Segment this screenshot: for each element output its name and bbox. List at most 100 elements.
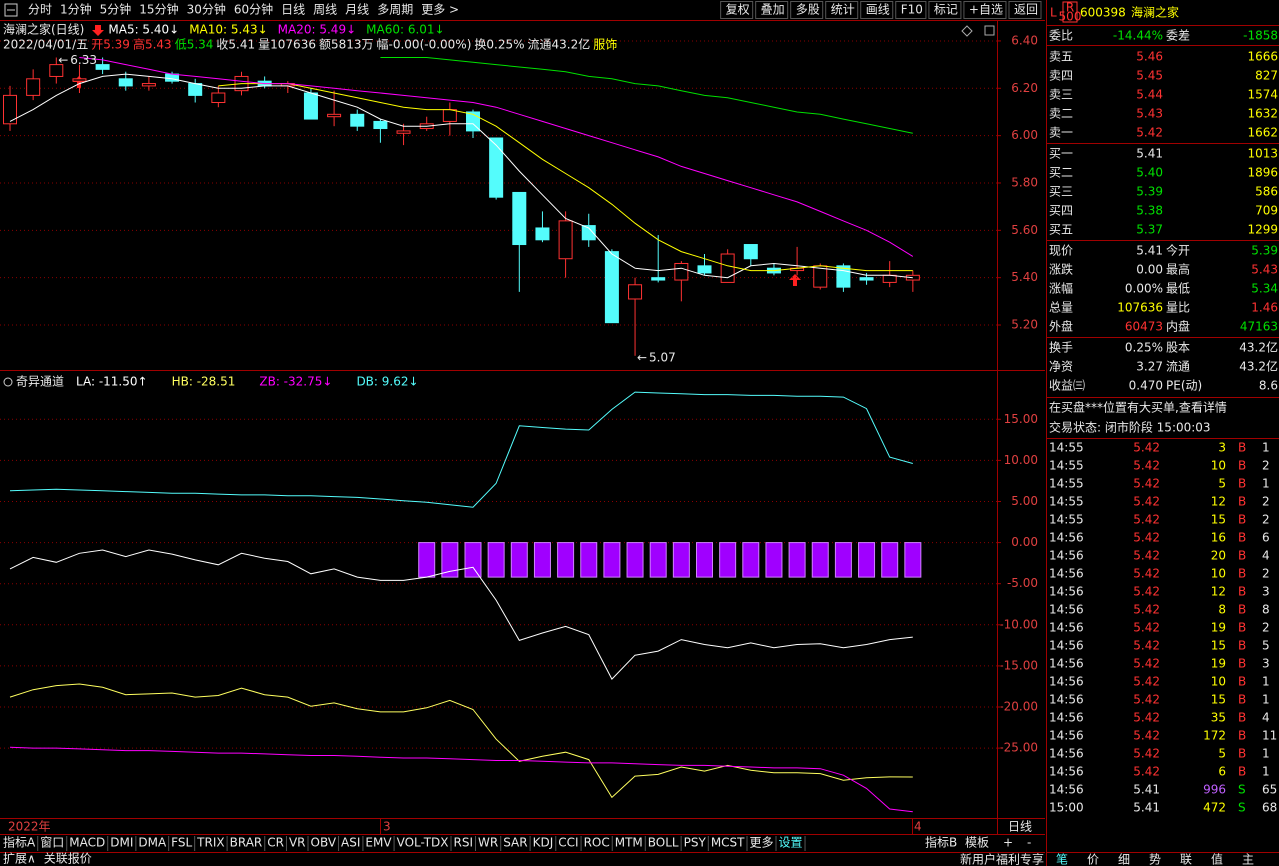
toolbar-button[interactable]: F10 bbox=[901, 3, 923, 17]
indicator-tab[interactable]: KDJ bbox=[533, 836, 554, 850]
indicator-tab[interactable]: VR bbox=[289, 836, 306, 850]
tick-count: 1 bbox=[1262, 693, 1270, 707]
indicator-b-tab[interactable]: 模板 bbox=[965, 836, 989, 850]
period-tab[interactable]: 日线 bbox=[281, 3, 305, 17]
tick-volume: 8 bbox=[1218, 603, 1226, 617]
tick-count: 3 bbox=[1262, 585, 1270, 599]
candle-body bbox=[489, 137, 504, 198]
signal-bar bbox=[672, 542, 690, 578]
signal-bar bbox=[696, 542, 713, 578]
indicator-tab[interactable]: 指标A bbox=[3, 835, 36, 850]
period-tab[interactable]: 30分钟 bbox=[187, 2, 226, 17]
book-label: 卖五 bbox=[1049, 50, 1073, 64]
indicator-tab[interactable]: MACD bbox=[69, 836, 105, 850]
x-label: 3 bbox=[383, 820, 391, 834]
period-tab[interactable]: 60分钟 bbox=[234, 2, 273, 17]
indicator-tab[interactable]: WR bbox=[478, 836, 498, 850]
indicator-b-tab[interactable]: 指标B bbox=[925, 835, 957, 850]
quote-label: 流通 bbox=[1166, 360, 1190, 374]
tick-volume: 35 bbox=[1211, 711, 1226, 725]
signal-bar bbox=[858, 542, 876, 578]
toolbar-button[interactable]: 标记 bbox=[934, 3, 958, 17]
toolbar-button[interactable]: 返回 bbox=[1014, 3, 1038, 17]
quote-label: 涨幅 bbox=[1049, 281, 1073, 296]
tick-price: 5.42 bbox=[1133, 585, 1160, 599]
panel-tab[interactable]: 主 bbox=[1242, 853, 1254, 866]
indicator-tab[interactable]: 设置 bbox=[779, 836, 803, 850]
toolbar-button[interactable]: +自选 bbox=[969, 3, 1003, 17]
candle-body bbox=[141, 83, 156, 87]
toolbar-button[interactable]: 叠加 bbox=[761, 3, 785, 17]
book-label: 买五 bbox=[1049, 223, 1073, 237]
footer-item[interactable]: 关联报价 bbox=[44, 851, 92, 866]
indicator-tab[interactable]: DMA bbox=[138, 836, 167, 850]
footer-item[interactable]: 扩展∧ bbox=[3, 852, 36, 866]
candle-body bbox=[396, 130, 411, 134]
period-tab[interactable]: 15分钟 bbox=[139, 2, 178, 17]
candle-body bbox=[442, 109, 457, 122]
panel-tab[interactable]: 势 bbox=[1149, 853, 1161, 866]
quote-label: 总量 bbox=[1049, 301, 1073, 315]
period-tab[interactable]: 5分钟 bbox=[100, 2, 132, 17]
indicator-b-tab[interactable]: - bbox=[1027, 836, 1031, 850]
indicator-tab[interactable]: DMI bbox=[110, 836, 133, 850]
quote-notice[interactable]: 在买盘***位置有大买单,查看详情 bbox=[1049, 400, 1227, 415]
chart-icon[interactable] bbox=[961, 25, 973, 37]
indicator-tab[interactable]: TRIX bbox=[196, 836, 224, 850]
period-tab[interactable]: 多周期 bbox=[377, 3, 413, 17]
indicator-tab[interactable]: MTM bbox=[615, 836, 643, 850]
indicator-tab[interactable]: PSY bbox=[684, 836, 707, 850]
toolbar-button[interactable]: 统计 bbox=[831, 3, 855, 17]
indicator-tab[interactable]: ROC bbox=[584, 836, 610, 850]
indicator-tab[interactable]: EMV bbox=[365, 836, 392, 850]
signal-bar bbox=[533, 542, 551, 578]
toolbar-button[interactable]: 多股 bbox=[796, 3, 820, 17]
candle-body bbox=[651, 277, 666, 281]
quote-value: 47163 bbox=[1240, 320, 1278, 334]
tick-volume: 20 bbox=[1211, 549, 1226, 563]
period-tab[interactable]: 月线 bbox=[345, 3, 369, 17]
tick-side: B bbox=[1238, 459, 1246, 473]
panel-tab[interactable]: 笔 bbox=[1056, 852, 1068, 866]
y-tick-label: -15.00 bbox=[999, 658, 1038, 672]
footer-promo[interactable]: 新用户福利专享 bbox=[960, 852, 1044, 866]
indicator-tab[interactable]: ASI bbox=[341, 836, 360, 850]
indicator-tab[interactable]: BRAR bbox=[230, 836, 263, 850]
indicator-tab[interactable]: BOLL bbox=[648, 836, 679, 850]
period-tab[interactable]: 分时 bbox=[28, 3, 52, 17]
quote-label: 收益㈢ bbox=[1049, 379, 1085, 393]
toolbar-icon[interactable] bbox=[4, 3, 18, 17]
toolbar-button-frame bbox=[1008, 1, 1042, 19]
period-tab[interactable]: 周线 bbox=[313, 3, 337, 17]
candle-body bbox=[303, 92, 318, 120]
quote-code: 600398 bbox=[1080, 6, 1126, 20]
tick-count: 1 bbox=[1262, 675, 1270, 689]
tick-volume: 15 bbox=[1211, 513, 1226, 527]
tick-volume: 172 bbox=[1203, 729, 1226, 743]
panel-tab[interactable]: 值 bbox=[1211, 852, 1223, 866]
chart-icon[interactable] bbox=[984, 25, 995, 36]
indicator-tab[interactable]: RSI bbox=[454, 836, 474, 850]
indicator-tab[interactable]: CR bbox=[267, 836, 284, 850]
quote-value: 5.43 bbox=[1251, 263, 1278, 277]
indicator-tab[interactable]: SAR bbox=[503, 836, 527, 850]
period-tab[interactable]: 1分钟 bbox=[60, 2, 92, 17]
period-tab[interactable]: 更多 > bbox=[421, 3, 459, 17]
indicator-tab[interactable]: VOL-TDX bbox=[397, 836, 449, 850]
indicator-tab[interactable]: 更多 bbox=[750, 836, 774, 850]
indicator-b-tab[interactable]: + bbox=[1003, 836, 1013, 850]
toolbar-button[interactable]: 画线 bbox=[866, 3, 890, 17]
y-tick-label: 5.40 bbox=[1011, 270, 1038, 284]
panel-tab[interactable]: 联 bbox=[1180, 853, 1192, 866]
toolbar-button[interactable]: 复权 bbox=[726, 3, 750, 17]
indicator-tab[interactable]: OBV bbox=[311, 836, 337, 850]
indicator-tab[interactable]: 窗口 bbox=[40, 836, 64, 850]
indicator-tab[interactable]: MCST bbox=[711, 836, 745, 850]
book-label: 买四 bbox=[1049, 204, 1073, 218]
panel-tab[interactable]: 细 bbox=[1118, 853, 1130, 866]
panel-tab[interactable]: 价 bbox=[1087, 853, 1099, 866]
indicator-tab[interactable]: FSL bbox=[171, 836, 192, 850]
indicator-tab[interactable]: CCI bbox=[558, 836, 578, 850]
tick-time: 14:56 bbox=[1049, 603, 1084, 617]
